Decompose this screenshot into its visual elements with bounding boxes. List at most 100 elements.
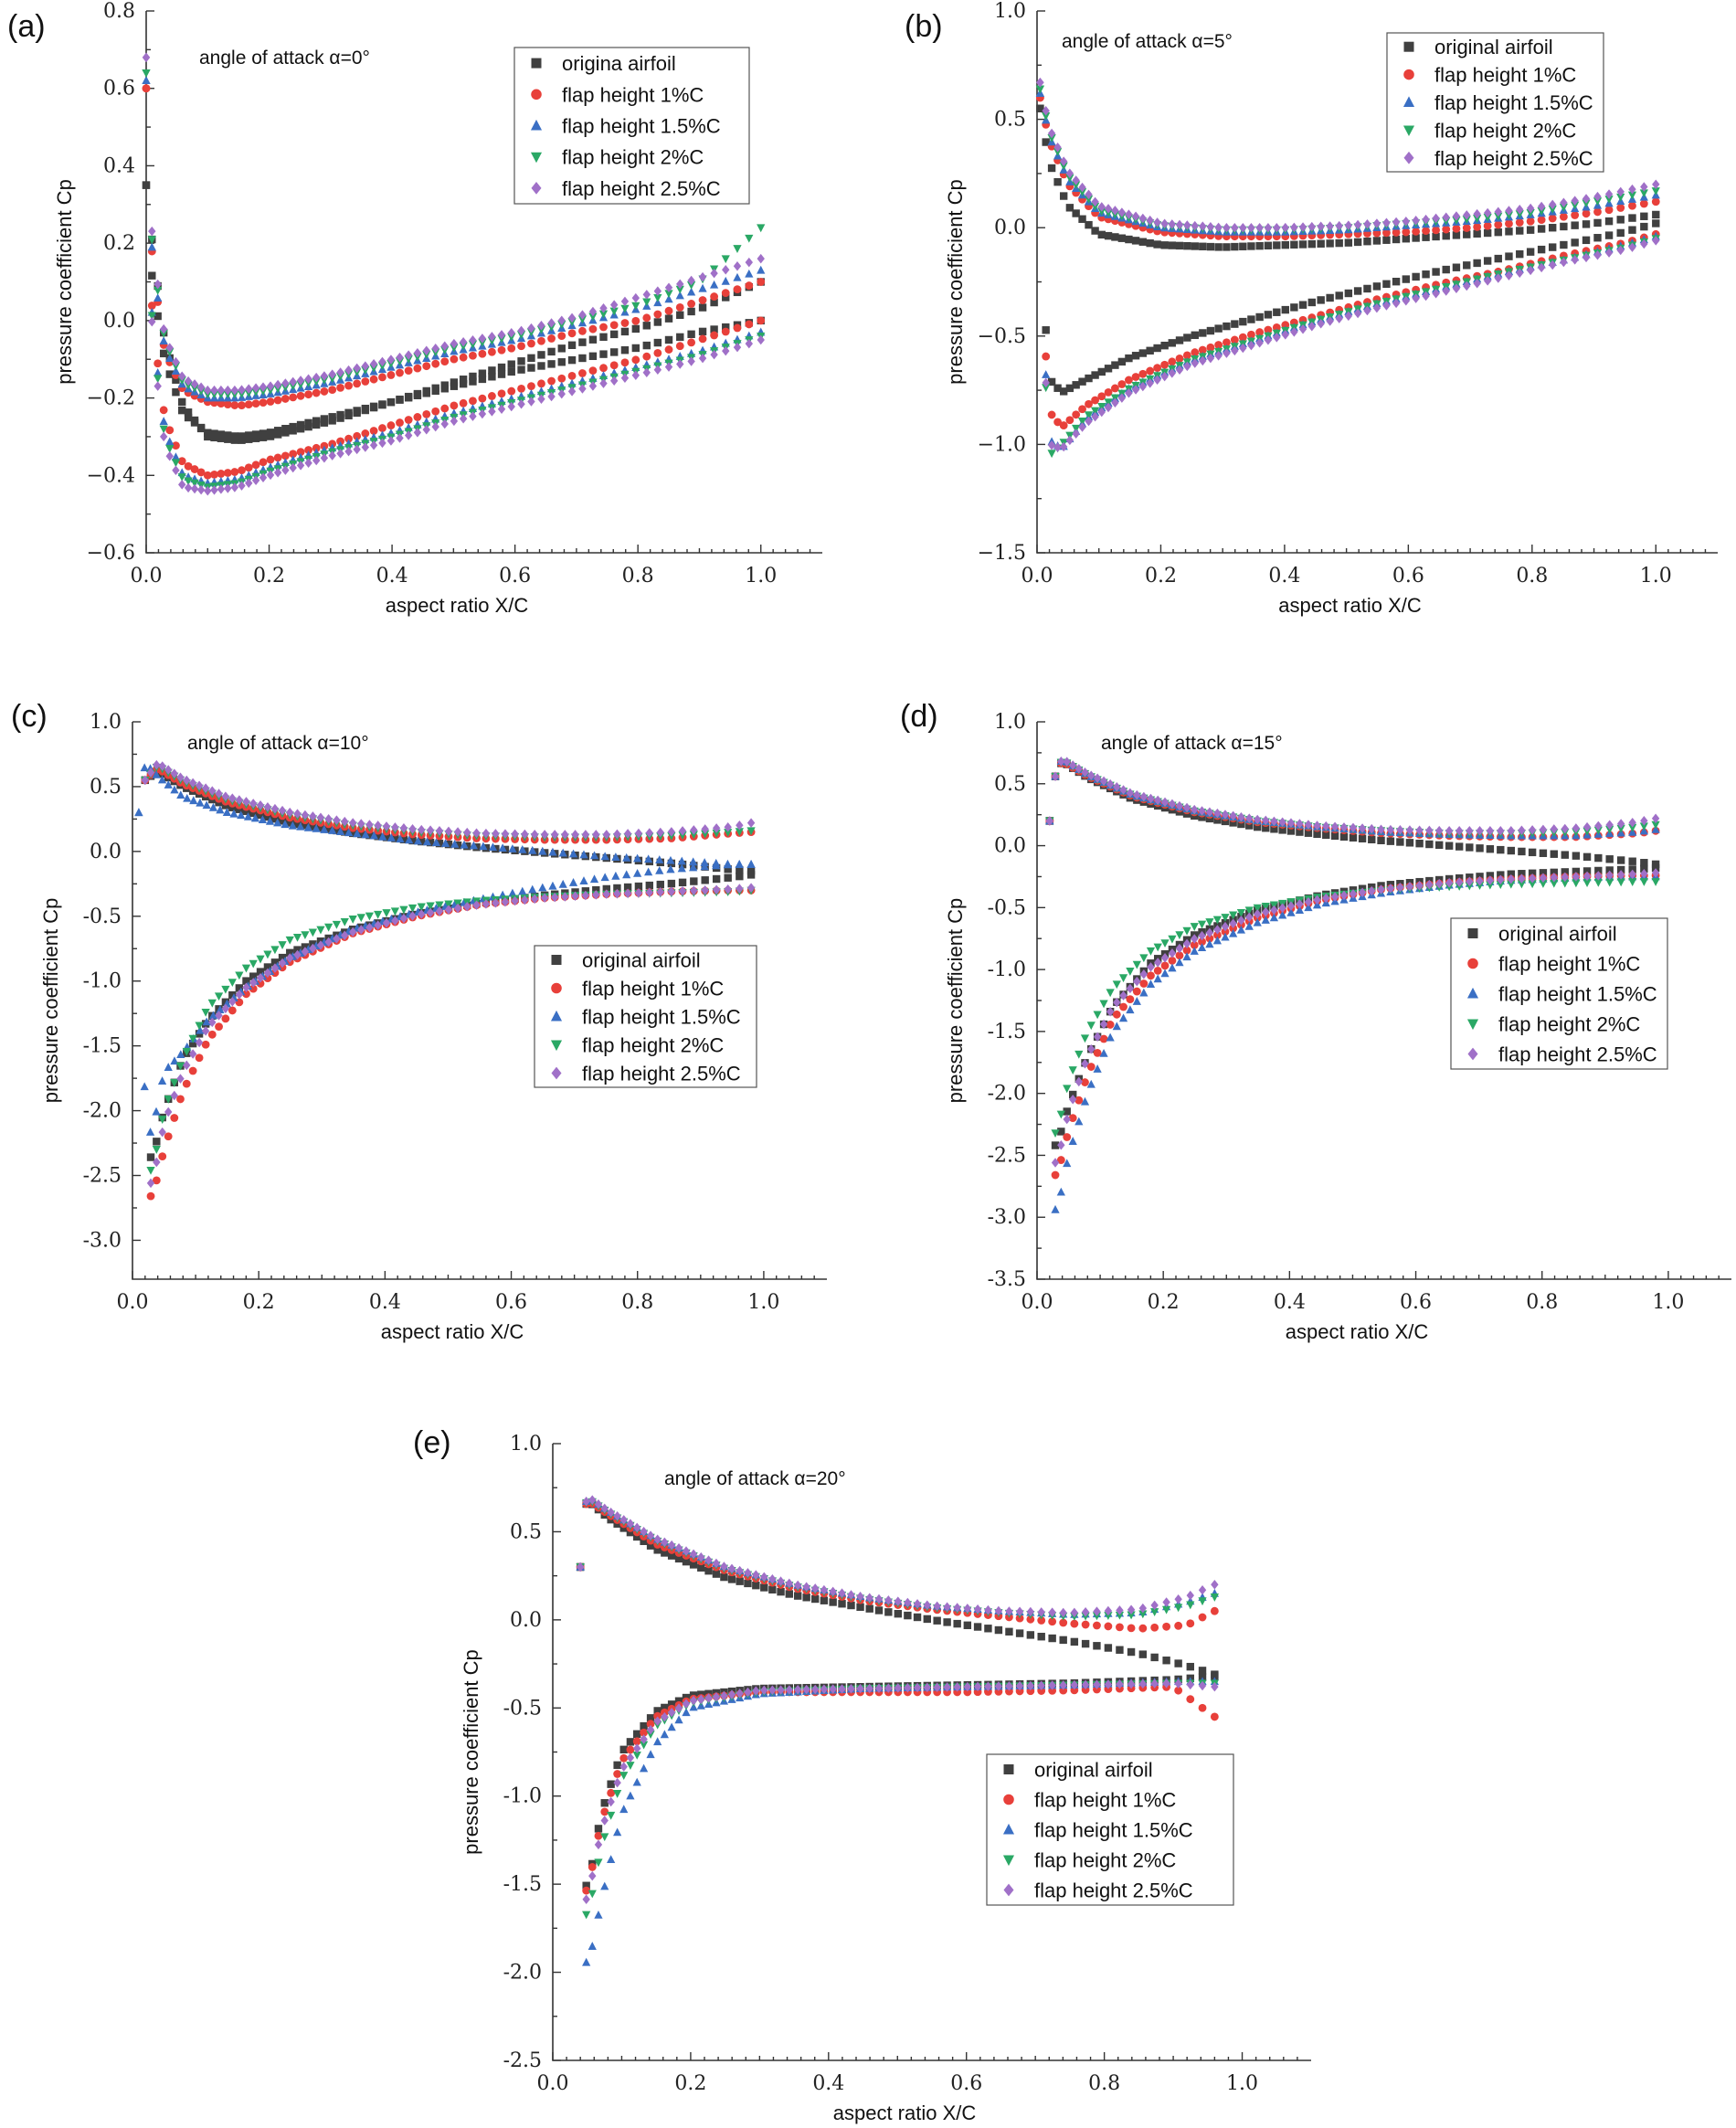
- data-point: [408, 911, 417, 921]
- data-point: [1422, 227, 1430, 236]
- data-point: [270, 814, 280, 823]
- data-point: [838, 1588, 846, 1598]
- data-point: [943, 1618, 951, 1626]
- data-point: [1363, 238, 1371, 246]
- data-point: [727, 1689, 736, 1699]
- legend-label: flap height 2%C: [1034, 1849, 1176, 1872]
- data-point: [1344, 238, 1353, 247]
- data-point: [1131, 373, 1140, 381]
- data-point: [664, 306, 673, 315]
- data-point: [431, 838, 441, 847]
- data-point: [208, 1017, 217, 1028]
- data-point: [336, 449, 344, 459]
- data-point: [482, 828, 491, 839]
- data-point: [704, 1555, 713, 1565]
- data-point: [619, 1805, 629, 1814]
- data-point: [1505, 228, 1513, 236]
- data-point: [263, 950, 272, 959]
- data-point: [1628, 869, 1636, 880]
- data-point: [1262, 824, 1270, 832]
- data-point: [1363, 305, 1371, 316]
- data-point: [631, 316, 640, 325]
- data-point: [735, 828, 744, 837]
- x-tick-label: 0.8: [622, 565, 654, 588]
- data-point: [1063, 1133, 1072, 1141]
- data-point: [537, 321, 545, 331]
- data-point: [224, 431, 232, 439]
- data-point: [933, 1682, 941, 1692]
- data-point: [296, 448, 305, 457]
- data-point: [1473, 229, 1481, 238]
- data-point: [611, 871, 620, 880]
- data-point: [1616, 856, 1625, 864]
- data-point: [674, 1554, 683, 1563]
- data-point: [667, 1551, 676, 1560]
- data-point: [724, 865, 732, 873]
- data-point: [1264, 222, 1273, 233]
- data-point: [1160, 371, 1169, 382]
- data-point: [404, 366, 413, 376]
- data-point: [1063, 757, 1071, 767]
- data-point: [1085, 416, 1093, 427]
- data-point: [690, 885, 698, 895]
- x-tick-label: 0.6: [1400, 1291, 1432, 1314]
- data-point: [578, 326, 587, 335]
- data-point: [1116, 1623, 1124, 1632]
- data-point: [1126, 983, 1135, 994]
- data-point: [482, 899, 491, 909]
- data-point: [1146, 947, 1156, 956]
- data-point: [1605, 878, 1614, 887]
- data-point: [312, 823, 321, 832]
- chart-panel-b: (b)−1.5−1.0−0.50.00.51.00.0 0.2 0.4 0.6 0.8 1…: [905, 0, 1718, 617]
- data-point: [607, 1780, 615, 1788]
- data-point: [664, 345, 673, 354]
- data-point: [492, 829, 500, 839]
- data-point: [184, 408, 193, 417]
- data-point: [1358, 823, 1367, 833]
- data-point: [286, 948, 294, 958]
- data-point: [479, 842, 488, 851]
- data-point: [281, 378, 290, 388]
- data-point: [263, 812, 272, 821]
- data-point: [263, 974, 272, 983]
- data-point: [361, 361, 370, 371]
- data-point: [1317, 221, 1325, 232]
- data-point: [312, 388, 321, 397]
- data-point: [1168, 219, 1176, 229]
- x-tick-label: 0.0: [117, 1291, 149, 1314]
- data-point: [1247, 242, 1255, 250]
- data-point: [712, 861, 721, 870]
- data-point: [1126, 1005, 1135, 1014]
- data-point: [153, 359, 163, 368]
- data-point: [230, 401, 239, 409]
- data-point: [1080, 1034, 1090, 1043]
- data-point: [661, 1537, 669, 1548]
- data-point: [256, 955, 265, 964]
- data-point: [361, 377, 370, 386]
- data-point: [1483, 257, 1492, 265]
- legend-marker-flap1: [531, 89, 542, 101]
- data-point: [153, 368, 163, 376]
- data-point: [378, 356, 386, 367]
- data-point: [365, 831, 374, 840]
- data-point: [745, 269, 754, 278]
- data-point: [698, 283, 707, 292]
- data-point: [1175, 931, 1184, 940]
- data-point: [259, 382, 268, 392]
- x-tick-label: 0.2: [1148, 1291, 1180, 1314]
- y-tick-label: -2.0: [988, 1083, 1026, 1106]
- data-point: [183, 793, 192, 802]
- data-point: [333, 934, 341, 944]
- series-flap1: [142, 84, 766, 480]
- data-point: [293, 809, 302, 819]
- data-point: [1526, 203, 1535, 214]
- data-point: [1069, 760, 1077, 770]
- data-point: [408, 836, 417, 845]
- data-point: [1198, 1613, 1207, 1622]
- data-point: [278, 958, 287, 969]
- data-point: [391, 822, 399, 832]
- data-point: [266, 455, 275, 464]
- data-point: [386, 397, 396, 407]
- data-point: [244, 400, 253, 409]
- data-point: [1069, 1095, 1077, 1105]
